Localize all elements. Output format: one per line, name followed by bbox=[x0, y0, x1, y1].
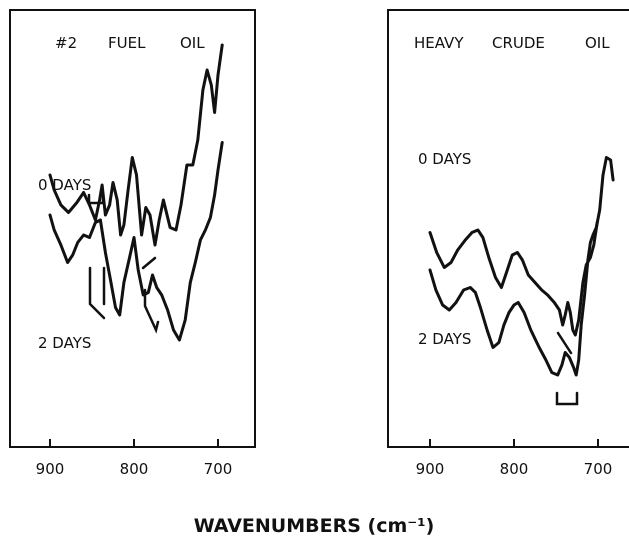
trace-heavy-crude-0-days bbox=[428, 221, 599, 337]
right-x-ticks: 900 800 700 bbox=[416, 439, 613, 478]
trace-fuel-oil-2-days bbox=[48, 141, 224, 342]
annotation-0-days-right: 0 DAYS bbox=[418, 150, 471, 168]
x-tick-label: 700 bbox=[204, 460, 233, 478]
left-x-ticks: 900 800 700 bbox=[36, 439, 233, 478]
trace-fuel-oil-0-days bbox=[48, 43, 224, 247]
panel-title-word: HEAVY bbox=[414, 34, 464, 52]
bracket-mark bbox=[143, 288, 160, 334]
left-traces bbox=[48, 43, 224, 342]
x-tick-label: 700 bbox=[584, 460, 613, 478]
panel-fuel-oil: #2 FUEL OIL 900 800 700 0 DAYS 2 DAYS bbox=[9, 9, 256, 478]
panel-title-word: FUEL bbox=[108, 34, 146, 52]
right-traces bbox=[428, 156, 615, 377]
panel-frame-right bbox=[387, 9, 629, 448]
annotation-0-days-left: 0 DAYS bbox=[38, 176, 91, 194]
x-axis-label: WAVENUMBERS (cm⁻¹) bbox=[194, 515, 435, 537]
panel-title-word: #2 bbox=[55, 34, 77, 52]
x-tick-label: 900 bbox=[416, 460, 445, 478]
bracket-mark bbox=[141, 256, 157, 270]
annotation-2-days-right: 2 DAYS bbox=[418, 330, 471, 348]
panel-heavy-crude: HEAVY CRUDE OIL 900 800 700 0 DAYS 2 DAYS bbox=[387, 9, 629, 478]
panel-title-word: OIL bbox=[585, 34, 610, 52]
panel-title-word: OIL bbox=[180, 34, 205, 52]
bracket-mark bbox=[88, 266, 106, 320]
annotation-2-days-left: 2 DAYS bbox=[38, 334, 91, 352]
bracket-mark bbox=[556, 331, 573, 355]
panel-frame-left bbox=[9, 9, 256, 448]
bracket-mark bbox=[87, 193, 105, 205]
x-tick-label: 800 bbox=[500, 460, 529, 478]
x-tick-label: 800 bbox=[120, 460, 149, 478]
panel-title-word: CRUDE bbox=[492, 34, 545, 52]
trace-heavy-crude-2-days bbox=[428, 156, 615, 377]
x-tick-label: 900 bbox=[36, 460, 65, 478]
bracket-mark bbox=[555, 391, 579, 406]
